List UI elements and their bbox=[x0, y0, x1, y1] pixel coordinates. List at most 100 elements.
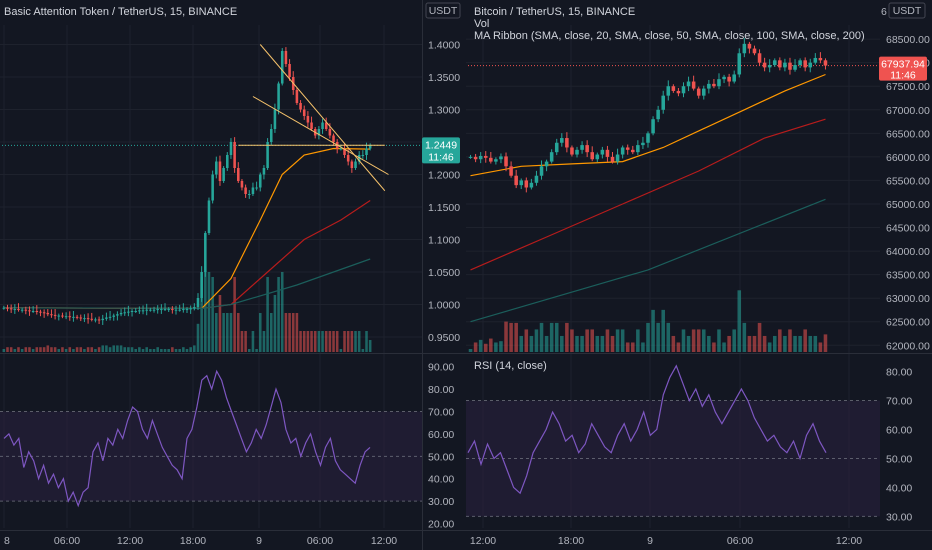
left-volume-bar bbox=[86, 347, 90, 352]
left-volume-bar bbox=[97, 347, 101, 352]
left-volume-bar bbox=[240, 331, 244, 352]
right-volume-bar bbox=[732, 329, 736, 352]
left-volume-bar bbox=[6, 347, 9, 352]
right-volume-bar bbox=[712, 342, 716, 352]
left-volume-bar bbox=[368, 340, 372, 352]
right-candle-body bbox=[727, 76, 731, 82]
left-candle-body bbox=[35, 311, 39, 312]
left-candle-body bbox=[39, 311, 42, 313]
right-candle-body bbox=[823, 60, 828, 66]
left-volume-bar bbox=[193, 345, 196, 352]
right-candle-body bbox=[818, 57, 823, 61]
right-volume-bar bbox=[666, 322, 671, 352]
left-candle-body bbox=[160, 309, 163, 311]
right-candle-body bbox=[656, 109, 660, 120]
left-volume-bar bbox=[339, 349, 343, 352]
time-axis[interactable]: 8 06:00 12:00 18:00 9 06:00 12:00 12:00 18:00 9 06… bbox=[4, 535, 862, 547]
left-volume-bar bbox=[266, 277, 269, 352]
right-time-tick: 12:00 bbox=[836, 535, 862, 547]
right-clipped-char: 6 bbox=[881, 6, 887, 18]
right-volume-bar bbox=[585, 329, 589, 352]
right-volume-bar bbox=[636, 329, 640, 352]
left-volume-bar bbox=[280, 272, 284, 352]
right-volume-bar bbox=[808, 335, 813, 352]
left-candles[interactable] bbox=[2, 47, 372, 325]
left-volume-bar bbox=[112, 345, 116, 352]
left-candle-body bbox=[182, 309, 185, 311]
left-volume-bar bbox=[156, 347, 159, 352]
left-volume-bar bbox=[134, 349, 137, 352]
left-volume-bar bbox=[42, 347, 46, 352]
right-currency-box[interactable] bbox=[888, 2, 926, 19]
right-candle-body bbox=[803, 60, 807, 68]
left-candle-body bbox=[171, 309, 174, 311]
right-price-badge bbox=[879, 56, 927, 81]
right-candle-body bbox=[570, 147, 574, 155]
left-volume-bar bbox=[346, 331, 350, 352]
right-candle-body bbox=[605, 149, 610, 157]
left-candle-body bbox=[189, 308, 192, 310]
left-candle-body bbox=[204, 233, 207, 272]
right-volume-bar bbox=[549, 322, 554, 352]
right-time-tick: 9 bbox=[647, 535, 653, 547]
left-volume-bar bbox=[310, 331, 313, 352]
left-price-tick: 1.3500 bbox=[428, 72, 460, 84]
left-volume-bar bbox=[39, 347, 42, 352]
left-volume-bar bbox=[119, 345, 123, 352]
left-candle-body bbox=[211, 174, 214, 201]
right-rsi-tick: 80.00 bbox=[886, 367, 912, 379]
right-candle-body bbox=[798, 60, 802, 66]
left-volume-bar bbox=[90, 347, 94, 352]
right-candle-body bbox=[600, 149, 605, 155]
right-candle-body bbox=[702, 88, 706, 96]
right-price-countdown: 11:46 bbox=[890, 70, 916, 82]
right-candle-body bbox=[524, 180, 529, 188]
right-candle-body bbox=[661, 95, 665, 110]
left-volume-bar bbox=[306, 331, 310, 352]
left-candle-body bbox=[222, 168, 225, 181]
right-candle-body bbox=[489, 157, 493, 162]
left-volume-bar bbox=[2, 349, 6, 352]
right-volume-bar bbox=[676, 342, 681, 352]
right-volume-bars bbox=[468, 290, 828, 352]
left-trendlines[interactable] bbox=[238, 44, 389, 192]
left-candle-body bbox=[108, 316, 112, 318]
left-candle-body bbox=[215, 161, 218, 175]
left-candle-body bbox=[266, 142, 269, 168]
left-volume-bar bbox=[277, 277, 280, 352]
left-volume-bar bbox=[130, 347, 134, 352]
left-volume-bar bbox=[343, 331, 346, 352]
left-volume-bar bbox=[94, 349, 97, 352]
left-candle-body bbox=[240, 181, 244, 188]
right-candle-body bbox=[636, 145, 640, 153]
right-candle-body bbox=[575, 149, 579, 155]
right-ma-line bbox=[470, 73, 826, 177]
left-candle-body bbox=[46, 312, 50, 315]
right-currency-label: USDT bbox=[893, 5, 922, 17]
left-candle-body bbox=[354, 161, 357, 168]
right-candle-body bbox=[707, 83, 711, 89]
right-candle-body bbox=[676, 90, 681, 94]
right-time-tick: 12:00 bbox=[470, 535, 496, 547]
left-volume-bar bbox=[20, 349, 24, 352]
left-volume-bar bbox=[284, 313, 288, 352]
left-candle-body bbox=[13, 309, 17, 311]
right-candles[interactable] bbox=[468, 37, 828, 193]
left-currency-box[interactable] bbox=[425, 2, 461, 19]
left-candle-body bbox=[233, 142, 236, 168]
left-rsi-line bbox=[0, 369, 422, 508]
left-candle-body bbox=[302, 109, 306, 116]
left-volume-bar bbox=[53, 347, 57, 352]
left-volume-bar bbox=[288, 313, 291, 352]
right-volume-bar bbox=[793, 335, 797, 352]
right-volume-bar bbox=[554, 322, 559, 352]
left-time-tick: 8 bbox=[4, 535, 10, 547]
right-rsi-tick: 40.00 bbox=[886, 482, 912, 494]
right-candle-body bbox=[560, 138, 564, 143]
left-candle-body bbox=[83, 318, 86, 320]
left-volume-bar bbox=[196, 323, 200, 352]
left-candle-body bbox=[50, 314, 53, 316]
left-volume-bar bbox=[321, 331, 324, 352]
left-candle-body bbox=[269, 129, 273, 142]
